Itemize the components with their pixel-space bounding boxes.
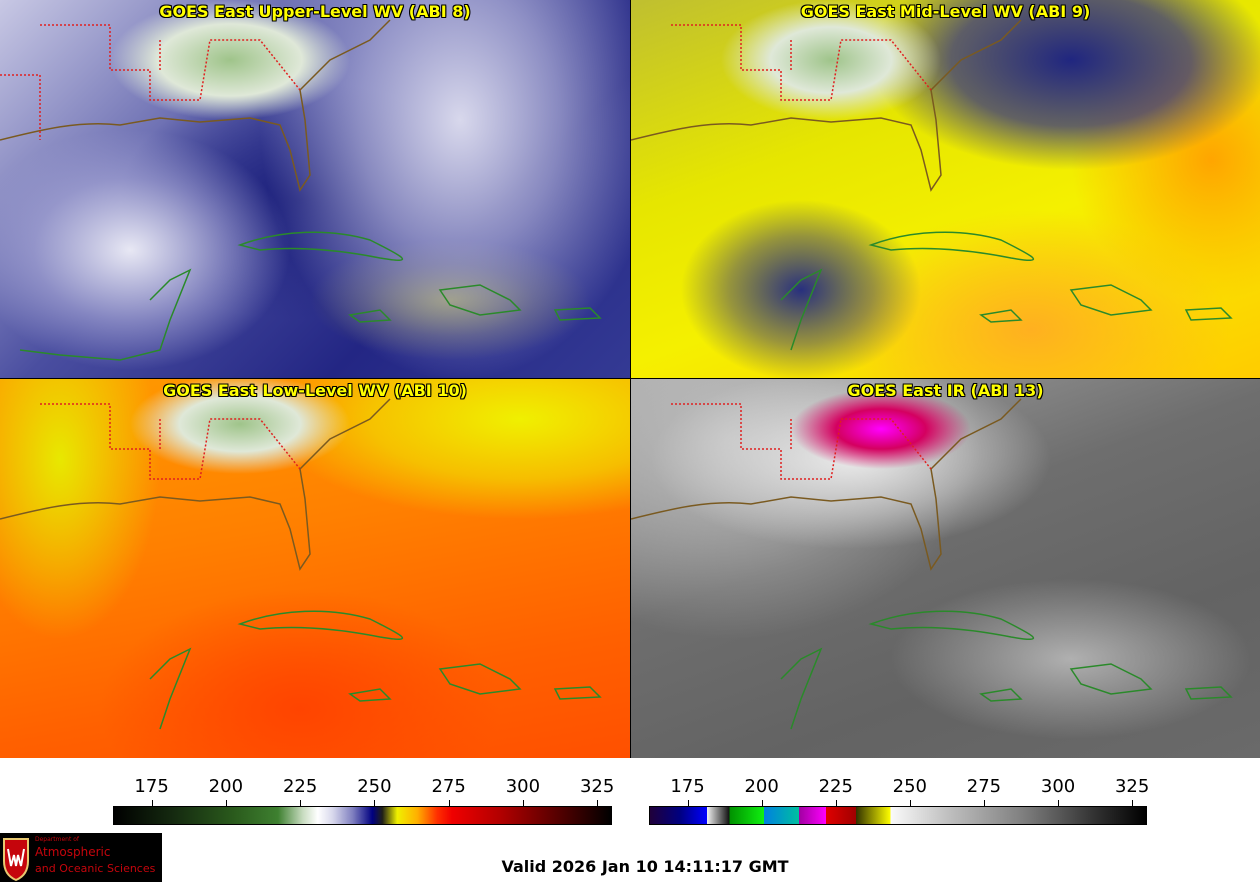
colorbar-tick <box>909 800 911 806</box>
colorbar-tick-label: 225 <box>818 776 853 797</box>
panel-infrared: GOES East IR (ABI 13) <box>631 379 1260 758</box>
colorbar-tick <box>151 800 153 806</box>
coastline <box>0 19 391 192</box>
panel-mid-level-wv: GOES East Mid-Level WV (ABI 9) <box>631 0 1260 378</box>
colorbar-tick <box>983 800 985 806</box>
uw-crest-icon <box>3 838 29 882</box>
map-overlay <box>631 398 1233 730</box>
colorbar-tick-label: 250 <box>892 776 928 797</box>
panel-divider <box>0 378 1260 379</box>
state-borders <box>0 24 301 140</box>
colorbar-tick-label: 225 <box>282 776 318 797</box>
colorbar-infrared <box>649 806 1147 825</box>
aos-logo: Department of Atmospheric and Oceanic Sc… <box>0 833 162 882</box>
coastline <box>631 398 1022 571</box>
colorbar-tick-label: 200 <box>744 776 779 797</box>
panel-title: GOES East Mid-Level WV (ABI 9) <box>800 2 1091 21</box>
colorbar-tick <box>761 800 763 806</box>
colorbar-tick <box>687 800 689 806</box>
colorbar-tick-label: 175 <box>670 776 705 797</box>
state-borders <box>671 403 932 480</box>
colorbar-tick-label: 175 <box>134 776 169 797</box>
colorbar-tick-label: 275 <box>966 776 1002 797</box>
colorbar-tick <box>1058 800 1060 806</box>
colorbar-tick <box>448 800 450 806</box>
state-borders <box>671 24 932 101</box>
colorbar-tick <box>374 800 376 806</box>
panel-low-level-wv: GOES East Low-Level WV (ABI 10) <box>0 379 630 758</box>
logo-line2: Atmospheric <box>35 845 111 859</box>
valid-time: Valid 2026 Jan 10 14:11:17 GMT <box>501 857 789 876</box>
coastline <box>19 231 602 361</box>
colorbar-tick-label: 250 <box>357 776 392 797</box>
colorbar-tick <box>522 800 524 806</box>
colorbar-tick-label: 300 <box>505 776 541 797</box>
colorbar-tick-label: 200 <box>208 776 244 797</box>
coastline <box>780 610 1233 730</box>
colorbar-tick <box>1132 800 1134 806</box>
coastline <box>0 398 391 571</box>
panel-title: GOES East Low-Level WV (ABI 10) <box>163 381 467 400</box>
coastline <box>780 231 1233 351</box>
map-overlay <box>631 19 1233 351</box>
coastline <box>149 610 602 730</box>
logo-line3: and Oceanic Sciences <box>35 862 156 875</box>
map-overlay <box>0 398 602 730</box>
panel-upper-level-wv: GOES East Upper-Level WV (ABI 8) <box>0 0 630 378</box>
colorbar-tick <box>225 800 227 806</box>
colorbar-tick-label: 275 <box>431 776 466 797</box>
state-borders <box>40 403 301 480</box>
map-overlay <box>0 19 602 361</box>
colorbar-tick-label: 325 <box>579 776 615 797</box>
colorbar-tick-label: 300 <box>1040 776 1076 797</box>
colorbar-tick-label: 325 <box>1114 776 1150 797</box>
colorbar-tick <box>835 800 837 806</box>
colorbar-tick <box>300 800 302 806</box>
logo-line1: Department of <box>35 836 79 843</box>
colorbar-water-vapor <box>113 806 612 825</box>
panel-title: GOES East Upper-Level WV (ABI 8) <box>159 2 471 21</box>
panel-divider <box>630 0 631 758</box>
colorbar-tick <box>597 800 599 806</box>
coastline <box>631 19 1022 192</box>
panel-title: GOES East IR (ABI 13) <box>847 381 1044 400</box>
